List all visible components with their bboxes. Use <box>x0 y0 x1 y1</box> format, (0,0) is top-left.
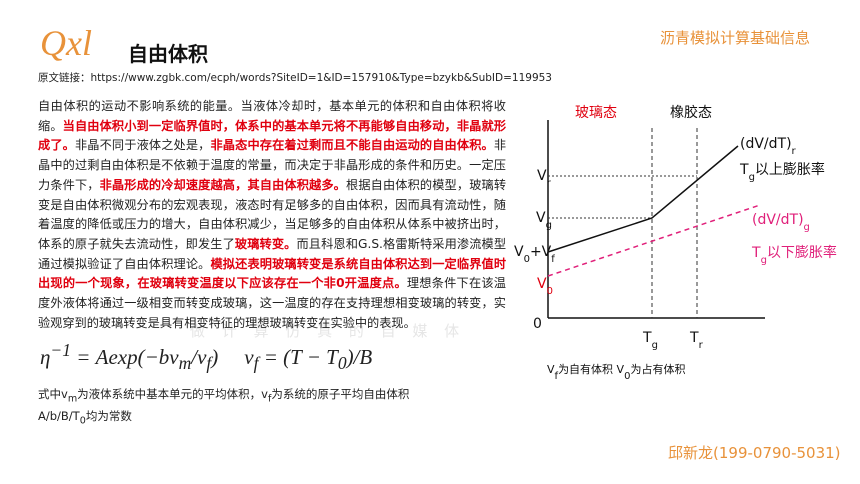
x-label: Tg <box>642 330 658 351</box>
text-run: 以上膨胀率 <box>755 161 825 178</box>
y-label: V0 <box>537 276 553 297</box>
text-run: V <box>537 276 547 292</box>
y-label: Vg <box>536 210 552 231</box>
text-run: (dV/dT) <box>740 136 792 152</box>
source-link: 原文链接：https://www.zgbk.com/ecph/words?Sit… <box>38 72 552 84</box>
y-label: V0+Vf <box>514 244 555 265</box>
title: 自由体积 <box>128 42 208 66</box>
text-run: 为自有体积 V <box>558 362 624 376</box>
text-run: 根据自由体积的模型，玻璃转变是自由体积微观分布的宏观表现，液态时有足够多的自由体… <box>38 177 507 251</box>
text-run: m <box>178 353 192 374</box>
text-run: 0 <box>547 286 553 297</box>
text-run: −1 <box>50 340 71 360</box>
text-run: 橡胶态 <box>670 104 712 121</box>
text-run: 0 <box>337 353 347 374</box>
diagram-caption: Vf为自有体积 V0为占有体积 <box>547 362 685 382</box>
formula: η−1 = Aexp(−bvm/vf) vf = (T − T0)/B <box>40 340 372 374</box>
text-run: V <box>537 168 547 184</box>
text-run: 0 <box>524 254 530 265</box>
body-text: 自由体积的运动不影响系统的能量。当液体冷却时，基本单元的体积和自由体积将收缩。当… <box>38 97 506 333</box>
text-run: = (T − T <box>258 345 338 369</box>
text-run: 以下膨胀率 <box>767 244 837 261</box>
text-run: g <box>652 340 658 351</box>
diagram-lines <box>547 120 765 319</box>
rate-label: (dV/dT)r <box>740 136 797 157</box>
text-run: V <box>547 363 555 376</box>
text-run: 非晶中的过剩自由体积是不依赖于温度的常量，而决定于非晶形成的条件和历史。一定压力… <box>38 138 507 192</box>
text-run: 0 <box>624 371 630 382</box>
text-run: V <box>536 210 546 226</box>
text-run: f <box>267 393 272 405</box>
text-run: (dV/dT) <box>752 212 804 228</box>
formula-right: vf = (T − T0)/B <box>244 345 373 373</box>
text-run: T <box>642 330 652 346</box>
note: 式中vm为液体系统中基本单元的平均体积，vf为系统的原子平均自由体积 <box>38 386 409 404</box>
text-run: 自由体积的运动不影响系统的能量。当液体冷却时，基本单元的体积和自由体积将收缩。 <box>38 99 506 133</box>
text-run: g <box>761 255 767 266</box>
note: A/b/B/T0均为常数 <box>38 408 132 426</box>
brand: 沥青模拟计算基础信息 <box>660 29 811 47</box>
text-run: /v <box>191 345 207 369</box>
highlight-text: 模拟还表明玻璃转变是系统自由体积达到一定临界值时出现的一个现象，在玻璃转变温度以… <box>38 256 507 291</box>
text-run: ) <box>211 345 219 369</box>
text-run: m <box>67 393 78 405</box>
glass-label: 玻璃态 <box>575 104 617 121</box>
text-run: 而且科恩和G.S.格雷斯特采用渗流模型通过模拟验证了自由体积理论。 <box>38 236 507 271</box>
highlight-text: 当自由体积小到一定临界值时，体系中的基本单元将不再能够自由移动，非晶就形成了。 <box>38 118 507 153</box>
text-run: )/B <box>346 345 373 369</box>
text-run: T <box>689 330 699 346</box>
text-run: 理想条件下在该温度外液体将通过一级相变而转变成玻璃，这一温度的存在支持理想相变玻… <box>38 276 506 330</box>
text-run: +V <box>530 244 552 260</box>
text-run: f <box>551 254 555 265</box>
text-run: g <box>749 172 755 183</box>
rate-label: (dV/dT)g <box>752 212 810 233</box>
text-run: T <box>751 245 761 261</box>
text-run: r <box>547 178 552 189</box>
logo: Qxl <box>40 23 92 63</box>
footer: 邱新龙(199-0790-5031) <box>668 444 841 462</box>
rubber-label: 橡胶态 <box>670 104 712 121</box>
text-run: 0 <box>533 316 542 332</box>
text-run: g <box>804 222 810 233</box>
text-run: 为液体系统中基本单元的平均体积，v <box>77 387 268 401</box>
watermark: 做 计 算 仿 真 的 自 媒 体 <box>190 322 466 340</box>
text-run: 均为常数 <box>85 409 132 423</box>
text-run: A/b/B/T <box>38 409 80 423</box>
x-label: Tr <box>689 330 704 351</box>
text-run: f <box>253 353 259 374</box>
formula-left: η−1 = Aexp(−bvm/vf) <box>40 340 219 373</box>
text-run: 0 <box>79 415 86 427</box>
text-run: 非晶不同于液体之处是， <box>74 138 211 153</box>
rate-label: Tg以上膨胀率 <box>739 161 825 183</box>
text-run: 为占有体积 <box>630 362 685 376</box>
y-label: Vr <box>537 168 552 189</box>
text-run: f <box>206 353 212 374</box>
text-run: v <box>244 345 254 369</box>
origin-label: 0 <box>533 316 542 332</box>
text-run: 玻璃态 <box>575 104 617 121</box>
text-run: r <box>699 340 704 351</box>
text-run: f <box>555 371 559 382</box>
text-run: g <box>546 220 552 231</box>
highlight-text: 玻璃转变。 <box>234 236 297 251</box>
highlight-text: 非晶态中存在着过剩而且不能自由运动的自由体积。 <box>210 138 494 153</box>
text-run: = Aexp(−bv <box>70 345 179 369</box>
rate-label: Tg以下膨胀率 <box>751 244 837 266</box>
text-run: r <box>792 146 797 157</box>
text-run: V <box>514 244 524 260</box>
text-run: 式中v <box>38 387 68 401</box>
highlight-text: 非晶形成的冷却速度越高，其自由体积越多。 <box>99 177 346 192</box>
text-run: 为系统的原子平均自由体积 <box>271 387 410 401</box>
text-run: η <box>40 345 51 369</box>
text-run: T <box>739 162 749 178</box>
